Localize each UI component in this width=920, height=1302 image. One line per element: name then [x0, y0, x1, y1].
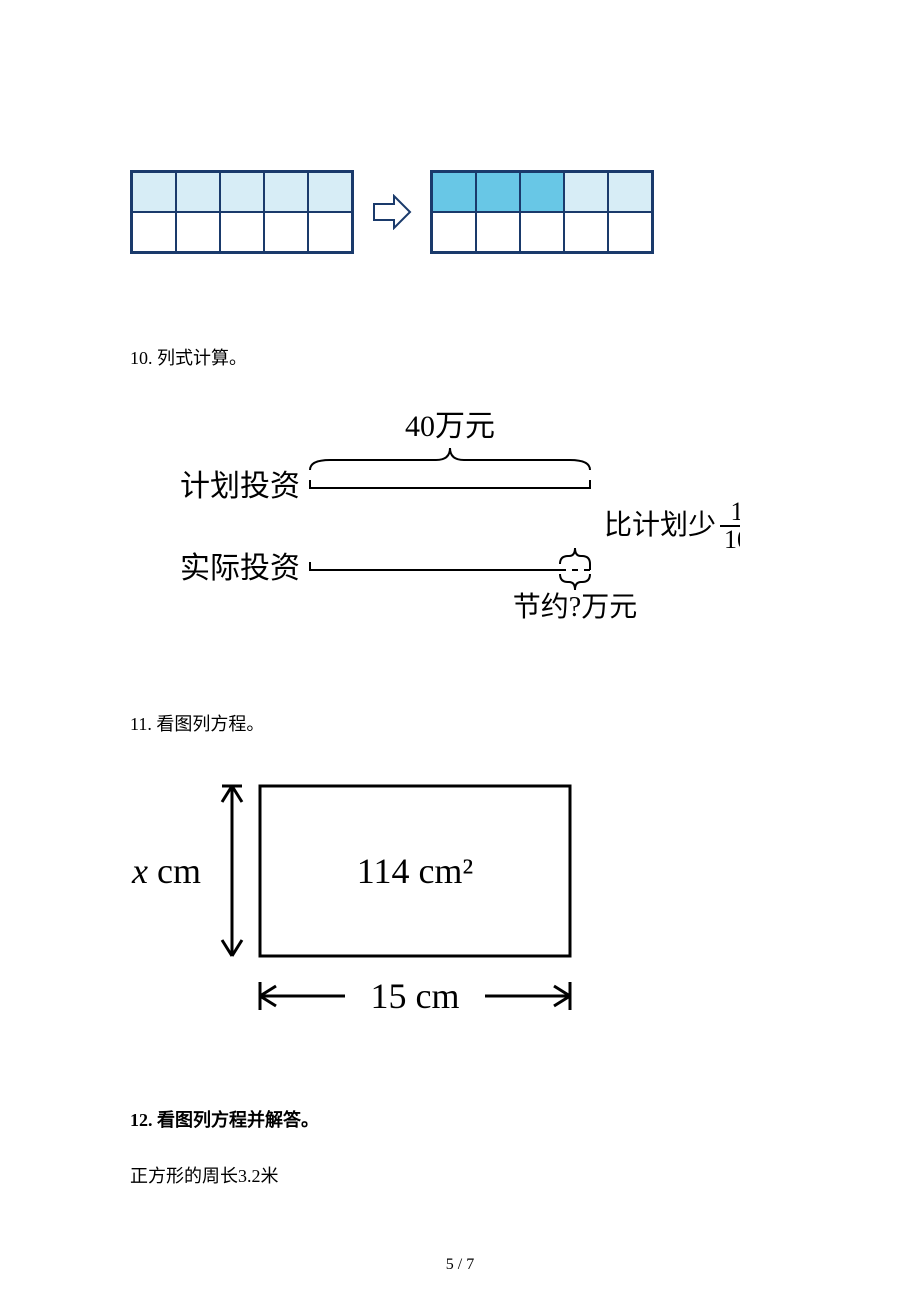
grid-cell: [520, 172, 564, 212]
grid-cell: [132, 212, 176, 252]
svg-text:计划投资: 计划投资: [180, 470, 300, 503]
svg-text:节约?万元: 节约?万元: [513, 591, 637, 623]
grid-left: [130, 170, 354, 254]
q12-subtext: 正方形的周长3.2米: [130, 1162, 790, 1188]
q11-diagram: 114 cm² x cm 15 cm: [130, 766, 610, 1046]
svg-text:x cm: x cm: [131, 851, 201, 891]
grid-cell: [308, 172, 352, 212]
svg-text:10: 10: [724, 525, 740, 554]
grid-cell: [176, 212, 220, 252]
grid-cell: [220, 172, 264, 212]
grid-cell: [264, 172, 308, 212]
q10-heading: 10. 列式计算。: [130, 344, 790, 370]
arrow-icon: [372, 194, 412, 230]
grid-cell: [432, 172, 476, 212]
svg-text:40万元: 40万元: [405, 410, 495, 443]
grid-cell: [220, 212, 264, 252]
grid-cell: [264, 212, 308, 252]
svg-text:比计划少: 比计划少: [604, 509, 716, 541]
grid-cell: [432, 212, 476, 252]
grid-cell: [564, 172, 608, 212]
grid-transform-diagram: [130, 170, 790, 254]
svg-text:114 cm²: 114 cm²: [357, 851, 473, 891]
svg-text:实际投资: 实际投资: [180, 552, 300, 585]
page-number: 5 / 7: [0, 1256, 920, 1274]
grid-cell: [476, 212, 520, 252]
grid-cell: [308, 212, 352, 252]
grid-cell: [608, 212, 652, 252]
grid-right: [430, 170, 654, 254]
q11-heading: 11. 看图列方程。: [130, 710, 790, 736]
svg-text:15 cm: 15 cm: [371, 976, 460, 1016]
grid-cell: [564, 212, 608, 252]
q12-heading: 12. 看图列方程并解答。: [130, 1106, 790, 1132]
grid-cell: [608, 172, 652, 212]
grid-cell: [132, 172, 176, 212]
grid-cell: [176, 172, 220, 212]
svg-text:1: 1: [731, 497, 741, 526]
grid-cell: [520, 212, 564, 252]
grid-cell: [476, 172, 520, 212]
q10-diagram: 40万元计划投资实际投资 比计划少 110 节约?万元: [180, 400, 740, 650]
